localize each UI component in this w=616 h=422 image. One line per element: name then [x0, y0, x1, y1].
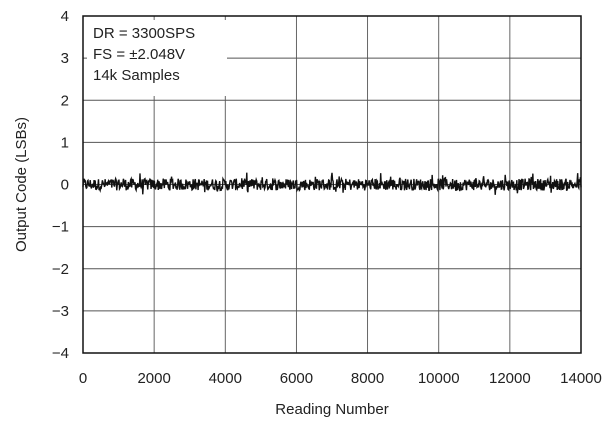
- x-axis-label: Reading Number: [275, 401, 388, 418]
- annotation-sample-count: 14k Samples: [93, 67, 180, 84]
- y-tick-label: −2: [52, 261, 69, 278]
- x-tick-label: 10000: [418, 370, 460, 387]
- y-axis-label: Output Code (LSBs): [13, 117, 30, 252]
- y-tick-label: 0: [61, 177, 69, 194]
- x-tick-label: 8000: [351, 370, 384, 387]
- annotation-background: [87, 20, 227, 96]
- y-tick-label: 3: [61, 50, 69, 67]
- y-tick-label: −3: [52, 303, 69, 320]
- series-line: [82, 172, 582, 195]
- y-tick-label: −1: [52, 219, 69, 236]
- plot-frame: [82, 15, 582, 354]
- x-tick-label: 4000: [209, 370, 242, 387]
- annotation-data-rate: DR = 3300SPS: [93, 25, 195, 42]
- y-tick-labels: 4 3 2 1 0 −1 −2 −3 −4: [52, 8, 69, 362]
- annotation-box: DR = 3300SPS FS = ±2.048V 14k Samples: [87, 20, 227, 96]
- y-tick-label: −4: [52, 345, 69, 362]
- y-tick-label: 2: [61, 92, 69, 109]
- data-series: [82, 172, 582, 195]
- x-tick-label: 2000: [137, 370, 170, 387]
- x-tick-label: 0: [79, 370, 87, 387]
- x-tick-labels: 0 2000 4000 6000 8000 10000 12000 14000: [79, 370, 602, 387]
- x-tick-label: 14000: [560, 370, 602, 387]
- y-tick-label: 4: [61, 8, 69, 25]
- y-tick-label: 1: [61, 134, 69, 151]
- annotation-full-scale: FS = ±2.048V: [93, 46, 185, 63]
- x-tick-label: 12000: [489, 370, 531, 387]
- x-tick-label: 6000: [280, 370, 313, 387]
